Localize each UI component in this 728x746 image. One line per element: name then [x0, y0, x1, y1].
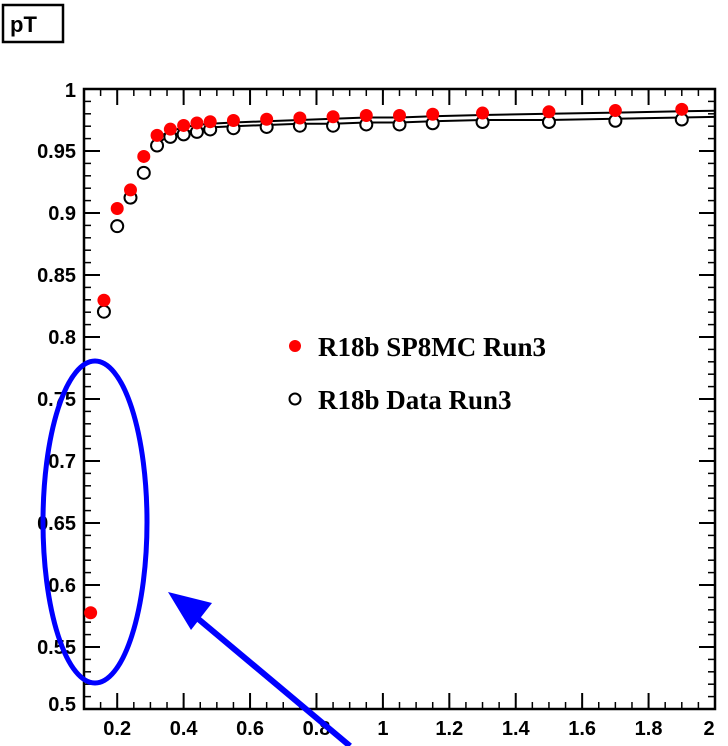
legend-label-data: R18b Data Run3 — [318, 385, 512, 415]
y-tick-label: 0.65 — [37, 513, 76, 535]
y-tick-label: 1 — [65, 80, 76, 102]
x-tick-label: 1.6 — [568, 718, 596, 740]
x-tick-label: 2 — [703, 718, 714, 740]
x-tick-label: 0.6 — [236, 718, 264, 740]
y-tick-label: 0.75 — [37, 389, 76, 411]
x-tick-label: 0.2 — [103, 718, 131, 740]
x-tick-label: 1.4 — [502, 718, 531, 740]
point-data — [136, 165, 151, 180]
legend-item-mc: R18b SP8MC Run3 — [289, 332, 546, 362]
y-tick-label: 0.8 — [48, 327, 76, 349]
point-mc — [476, 106, 490, 120]
point-mc — [608, 104, 622, 118]
chart-title-text: pT — [10, 12, 37, 37]
legend-label-mc: R18b SP8MC Run3 — [318, 332, 546, 362]
arrow-head — [168, 592, 212, 630]
y-tick-label: 0.9 — [48, 203, 76, 225]
point-mc — [260, 112, 274, 126]
y-axis: 0.5 0.55 0.6 0.65 0.7 0.75 0.8 0.85 0.9 0.95 1 — [37, 80, 715, 716]
x-tick-label: 1 — [377, 718, 388, 740]
x-tick-label: 0.4 — [170, 718, 199, 740]
annotation-arrow — [168, 592, 352, 746]
y-tick-label: 0.55 — [37, 637, 76, 659]
point-data — [96, 304, 111, 319]
point-mc — [226, 113, 240, 127]
point-mc — [203, 115, 217, 129]
point-mc — [675, 102, 689, 116]
y-tick-label: 0.5 — [48, 694, 76, 716]
point-mc — [393, 109, 406, 123]
data-points — [84, 102, 689, 620]
x-tick-label: 1.2 — [435, 718, 463, 740]
legend: R18b SP8MC Run3 R18b Data Run3 — [288, 332, 546, 415]
point-mc — [84, 606, 98, 620]
y-tick-label: 0.7 — [48, 451, 76, 473]
point-mc — [97, 293, 111, 307]
point-mc — [123, 183, 137, 197]
y-tick-label: 0.6 — [48, 575, 76, 597]
point-mc — [426, 107, 440, 121]
point-mc — [190, 116, 204, 130]
point-data — [110, 219, 125, 234]
legend-marker-data — [288, 392, 302, 406]
point-mc — [150, 128, 164, 142]
point-mc — [542, 105, 556, 119]
point-mc — [293, 111, 307, 125]
legend-marker-mc — [289, 340, 301, 352]
point-mc — [177, 118, 191, 132]
legend-item-data: R18b Data Run3 — [288, 385, 512, 415]
arrow-shaft — [188, 609, 352, 746]
point-mc — [359, 109, 373, 123]
point-mc — [163, 122, 177, 136]
point-mc — [110, 202, 124, 216]
chart-title: pT — [1, 3, 65, 44]
y-tick-label: 0.95 — [37, 141, 76, 163]
highlight-ellipse — [40, 358, 150, 686]
point-mc — [326, 110, 340, 124]
x-tick-label: 1.8 — [635, 718, 663, 740]
y-tick-label: 0.85 — [37, 265, 76, 287]
point-mc — [137, 149, 151, 163]
